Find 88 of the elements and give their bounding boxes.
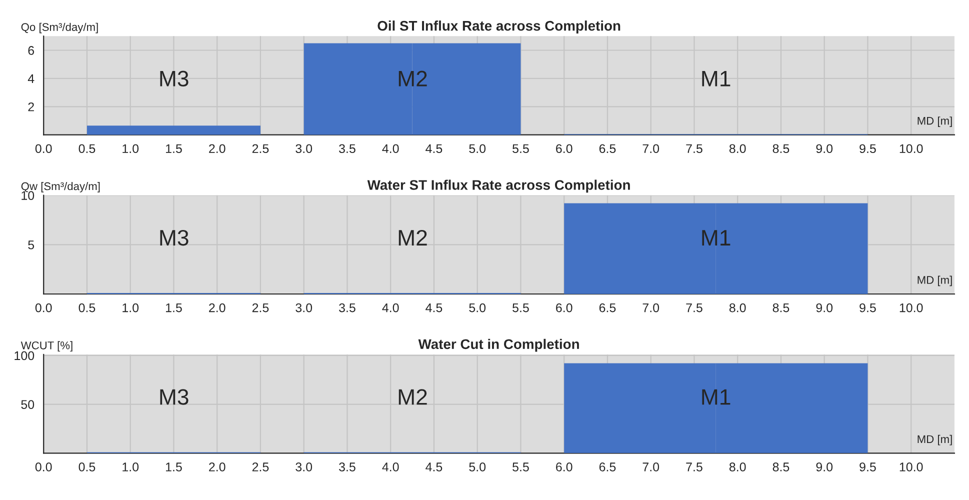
x-tick-label: 6.0 (556, 462, 572, 472)
x-tick-label: 7.5 (686, 303, 702, 312)
x-tick-label: 4.0 (382, 303, 399, 312)
x-tick-label: 9.5 (860, 303, 876, 312)
x-tick-label: 3.0 (296, 144, 312, 154)
x-tick-label: 9.0 (816, 303, 833, 312)
x-tick-label: 10.0 (900, 462, 923, 472)
x-tick-label: 2.5 (252, 303, 269, 312)
annotation: M3 (160, 389, 188, 405)
y-axis-title: Qo [Sm³/day/m] (21, 22, 98, 34)
x-tick-label: 5.5 (512, 144, 529, 154)
x-tick-label: 5.5 (512, 303, 529, 312)
x-tick-label: 8.0 (729, 144, 746, 154)
x-tick-label: 7.5 (686, 462, 702, 472)
x-tick-label: 8.5 (772, 303, 790, 312)
x-tick-label: 3.0 (296, 303, 312, 312)
x-tick-label: 7.0 (642, 303, 660, 312)
x-tick-label: 10.0 (900, 144, 923, 154)
x-tick-label: 0.5 (78, 144, 96, 154)
annotation: M2 (398, 389, 427, 405)
y-tick-label: 50 (21, 400, 34, 409)
x-tick-label: 2.0 (209, 144, 226, 154)
y-axis-title: Qw [Sm³/day/m] (21, 182, 100, 192)
x-tick-label: 9.0 (816, 462, 833, 472)
annotation: M1 (702, 71, 730, 86)
x-tick-label: 1.0 (122, 303, 139, 312)
y-axis-title: WCUT [%] (20, 341, 72, 352)
x-tick-label: 1.0 (122, 144, 139, 154)
x-axis-title: MD [m] (918, 116, 952, 127)
x-tick-label: 6.5 (599, 144, 616, 154)
x-tick-label: 5.0 (469, 462, 486, 472)
x-tick-label: 10.0 (900, 303, 923, 312)
x-tick-label: 0.0 (35, 303, 52, 312)
x-tick-label: 6.5 (599, 303, 616, 312)
x-tick-label: 7.5 (686, 144, 702, 154)
x-tick-label: 7.0 (642, 144, 660, 154)
x-tick-label: 4.0 (382, 144, 399, 154)
x-tick-label: 8.5 (772, 144, 790, 154)
x-tick-label: 9.0 (816, 144, 833, 154)
x-tick-label: 1.5 (166, 303, 182, 312)
x-tick-label: 8.0 (729, 462, 746, 472)
y-tick-label: 10 (22, 191, 34, 200)
y-tick-label: 4 (28, 74, 34, 83)
x-tick-label: 4.5 (426, 303, 442, 312)
x-tick-label: 1.5 (166, 144, 182, 154)
x-tick-label: 3.5 (339, 462, 356, 472)
x-tick-label: 2.0 (209, 303, 226, 312)
x-axis-title: MD [m] (918, 276, 952, 286)
chart-title: Oil ST Influx Rate across Completion (378, 20, 620, 34)
x-tick-label: 9.5 (860, 462, 876, 472)
x-tick-label: 0.5 (78, 462, 96, 472)
x-tick-label: 5.5 (512, 462, 529, 472)
x-tick-label: 2.5 (252, 144, 269, 154)
x-tick-label: 4.5 (426, 144, 442, 154)
annotation: M3 (160, 70, 188, 87)
y-tick-label: 100 (14, 351, 34, 360)
x-tick-label: 1.5 (166, 462, 182, 472)
x-tick-label: 9.5 (860, 144, 876, 154)
x-tick-label: 8.0 (729, 303, 746, 312)
x-tick-label: 3.5 (339, 144, 356, 154)
y-tick-label: 6 (28, 46, 34, 55)
x-tick-label: 3.5 (339, 303, 356, 312)
x-tick-label: 7.0 (642, 462, 660, 472)
x-tick-label: 2.0 (209, 462, 226, 472)
y-tick-label: 2 (28, 102, 34, 112)
x-tick-label: 6.0 (556, 144, 572, 154)
x-tick-label: 2.5 (252, 462, 269, 472)
x-tick-label: 8.5 (772, 462, 790, 472)
annotation: M1 (702, 389, 730, 405)
annotation: M3 (160, 230, 188, 246)
x-tick-label: 6.0 (556, 303, 572, 312)
x-tick-label: 4.0 (382, 462, 399, 472)
x-tick-label: 6.5 (599, 462, 616, 472)
x-tick-label: 4.5 (426, 462, 442, 472)
x-tick-label: 5.0 (469, 303, 486, 312)
x-tick-label: 3.0 (296, 462, 312, 472)
annotation: M2 (398, 230, 427, 246)
annotation: M1 (702, 230, 730, 246)
x-tick-label: 1.0 (122, 462, 139, 472)
x-axis-title: MD [m] (918, 434, 952, 446)
x-tick-label: 5.0 (469, 144, 486, 154)
chart-title: Water ST Influx Rate across Completion (367, 180, 630, 193)
annotation: M2 (398, 70, 427, 86)
x-tick-label: 0.5 (78, 303, 96, 312)
x-tick-label: 0.0 (35, 462, 52, 472)
chart-title: Water Cut in Completion (418, 338, 579, 352)
x-tick-label: 0.0 (35, 144, 52, 154)
y-tick-label: 5 (28, 240, 34, 250)
